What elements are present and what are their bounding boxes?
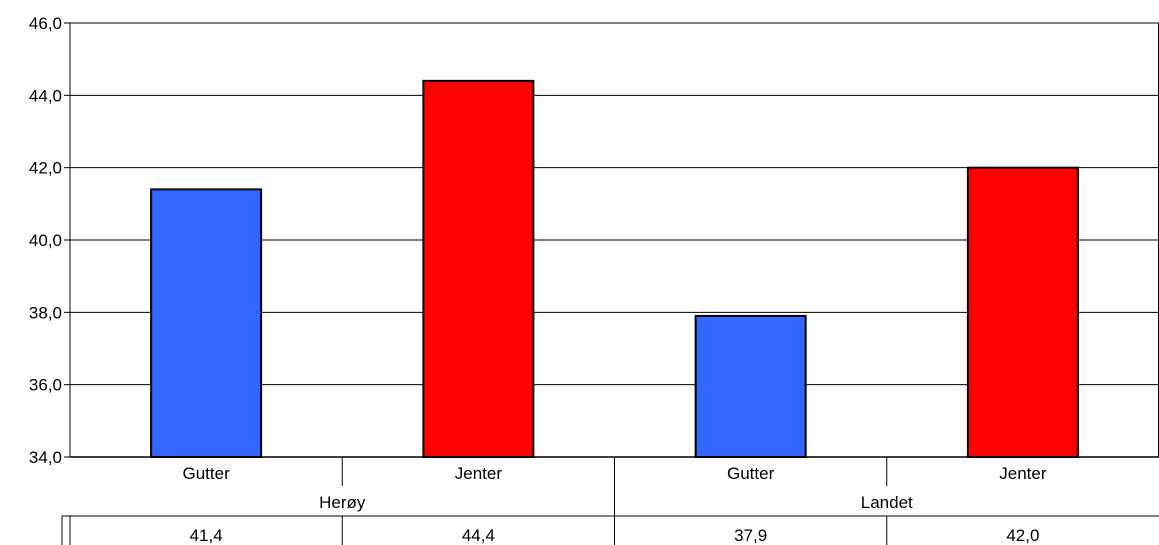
data-value-label: 37,9 [734,526,767,545]
bar [966,166,1079,459]
y-tick-label: 44,0 [29,86,62,105]
data-value-label: 41,4 [190,526,223,545]
group-label: Herøy [319,493,366,512]
y-tick-label: 40,0 [29,231,62,250]
bar [150,188,263,458]
category-label: Jenter [455,464,503,483]
group-label: Landet [861,493,913,512]
y-tick-label: 46,0 [29,14,62,33]
category-label: Jenter [999,464,1047,483]
category-label: Gutter [727,464,775,483]
category-table: Gutter Jenter Gutter Jenter Herøy Landet 41,4 4… [61,457,1159,545]
bars [150,79,1079,459]
data-value-label: 44,4 [462,526,495,545]
data-value-label: 42,0 [1006,526,1039,545]
y-tick-label: 36,0 [29,376,62,395]
y-tick-label: 34,0 [29,448,62,467]
y-tick-label: 38,0 [29,303,62,322]
bar [694,314,807,459]
y-tick-labels: 34,0 36,0 38,0 40,0 42,0 44,0 46,0 [29,14,62,467]
category-label: Gutter [183,464,231,483]
bar [422,79,535,458]
y-tick-label: 42,0 [29,159,62,178]
